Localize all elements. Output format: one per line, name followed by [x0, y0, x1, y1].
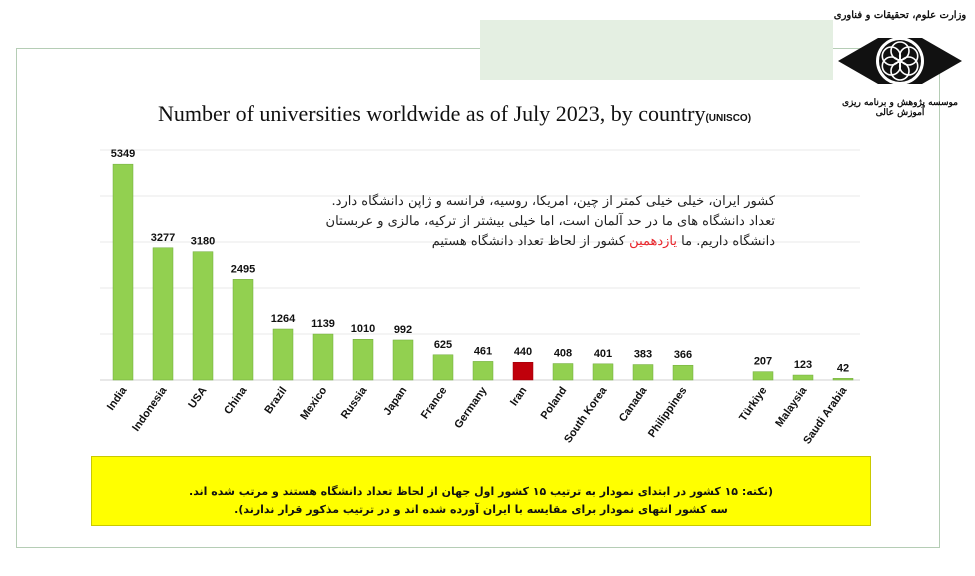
category-label-south-korea: South Korea [562, 384, 610, 445]
logo-bottom-text: موسسه پژوهش و برنامه ریزی آموزش عالی [841, 98, 958, 118]
category-label-japan: Japan [381, 385, 409, 418]
chart-title-main: Number of universities worldwide as of J… [158, 101, 706, 126]
annotation-line-3-start: دانشگاه داریم. ما [677, 234, 775, 249]
annotation-line-3-end: کشور از لحاظ تعداد دانشگاه هستیم [431, 234, 630, 249]
value-label-brazil: 1264 [271, 313, 296, 325]
slide-frame [16, 48, 940, 548]
category-label-brazil: Brazil [262, 385, 289, 416]
value-label-canada: 383 [634, 349, 652, 361]
annotation-highlight: یازدهمین [629, 234, 678, 249]
value-label-indonesia: 3277 [151, 232, 175, 244]
value-label-russia: 1010 [351, 323, 375, 335]
bar-china [232, 279, 254, 381]
bar-saudi-arabia [832, 378, 854, 381]
annotation-line-3: دانشگاه داریم. ما یازدهمین کشور از لحاظ … [280, 232, 775, 252]
value-label-germany: 461 [474, 345, 492, 357]
category-label-india: India [105, 384, 130, 413]
category-label-t-rkiye: Türkiye [737, 385, 769, 424]
category-label-canada: Canada [617, 384, 650, 424]
header-band [480, 20, 833, 80]
value-label-t-rkiye: 207 [754, 356, 772, 368]
category-label-malaysia: Malaysia [773, 384, 810, 429]
value-label-japan: 992 [394, 324, 412, 336]
bar-iran [512, 361, 534, 381]
bar-mexico [312, 333, 334, 381]
bar-malaysia [792, 374, 814, 381]
category-label-mexico: Mexico [298, 385, 329, 423]
bar-indonesia [152, 247, 174, 381]
value-label-south-korea: 401 [594, 348, 612, 360]
value-label-india: 5349 [111, 148, 135, 160]
category-label-germany: Germany [452, 384, 490, 431]
bar-japan [392, 339, 414, 381]
value-label-malaysia: 123 [794, 359, 812, 371]
category-label-philippines: Philippines [646, 385, 689, 440]
logo-top-text: وزارت علوم، تحقیقات و فناوری [833, 10, 967, 21]
ministry-logo: وزارت علوم، تحقیقات و فناوری موسسه پژوهش… [830, 10, 970, 118]
bar-russia [352, 338, 374, 381]
bar-t-rkiye [752, 371, 774, 381]
bar-poland [552, 363, 574, 381]
note-line-2: سه کشور انتهای نمودار برای مقایسه با ایر… [234, 503, 728, 516]
logo-emblem-icon [838, 37, 962, 85]
value-label-china: 2495 [231, 263, 255, 275]
bar-philippines [672, 364, 694, 381]
category-label-russia: Russia [339, 384, 370, 421]
value-label-philippines: 366 [674, 349, 692, 361]
value-label-france: 625 [434, 339, 452, 351]
chart-title: Number of universities worldwide as of J… [158, 101, 751, 127]
value-label-poland: 408 [554, 348, 572, 360]
bar-brazil [272, 328, 294, 381]
category-label-iran: Iran [508, 385, 530, 409]
chart-title-source: (UNISCO) [705, 113, 752, 124]
bar-canada [632, 364, 654, 381]
category-label-poland: Poland [539, 385, 570, 422]
annotation-line-2: تعداد دانشگاه های ما در حد آلمان است، ام… [325, 214, 775, 229]
category-label-france: France [419, 385, 450, 421]
value-label-saudi-arabia: 42 [837, 362, 849, 374]
value-label-iran: 440 [514, 346, 532, 358]
category-label-saudi-arabia: Saudi Arabia [801, 384, 850, 446]
value-label-mexico: 1139 [311, 318, 335, 330]
annotation-line-1: کشور ایران، خیلی خیلی کمتر از چین، امریک… [331, 194, 775, 209]
note-box: (نکته: ۱۵ کشور در ابتدای نمودار به ترتیب… [91, 456, 871, 526]
bar-south-korea [592, 363, 614, 381]
value-label-usa: 3180 [191, 236, 215, 248]
category-label-usa: USA [186, 385, 209, 411]
bar-usa [192, 251, 214, 381]
category-label-china: China [222, 384, 250, 417]
note-line-1: (نکته: ۱۵ کشور در ابتدای نمودار به ترتیب… [189, 485, 773, 498]
bar-france [432, 354, 454, 381]
bar-germany [472, 361, 494, 381]
annotation-text: کشور ایران، خیلی خیلی کمتر از چین، امریک… [280, 192, 775, 252]
category-label-indonesia: Indonesia [130, 384, 170, 434]
bar-india [112, 163, 134, 381]
